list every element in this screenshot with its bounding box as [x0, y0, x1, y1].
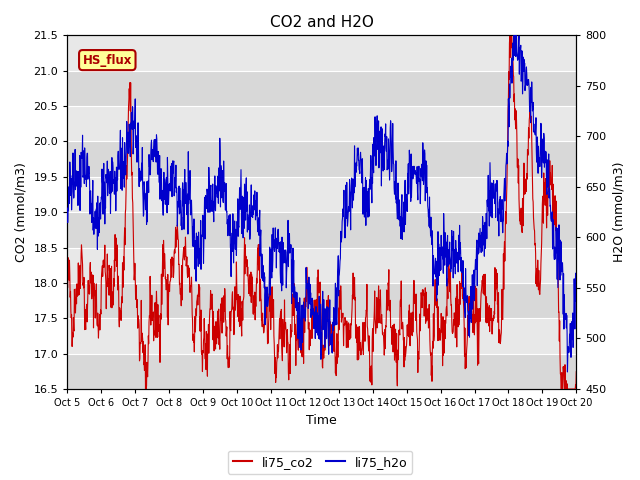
Bar [67, 354, 576, 389]
Y-axis label: H2O (mmol/m3): H2O (mmol/m3) [612, 162, 625, 263]
Text: HS_flux: HS_flux [83, 54, 132, 67]
Y-axis label: CO2 (mmol/m3): CO2 (mmol/m3) [15, 162, 28, 262]
Legend: li75_co2, li75_h2o: li75_co2, li75_h2o [228, 451, 412, 474]
Bar [67, 71, 576, 106]
Bar [67, 283, 576, 318]
Bar [67, 142, 576, 177]
Bar [67, 212, 576, 248]
Title: CO2 and H2O: CO2 and H2O [270, 15, 374, 30]
X-axis label: Time: Time [307, 414, 337, 427]
